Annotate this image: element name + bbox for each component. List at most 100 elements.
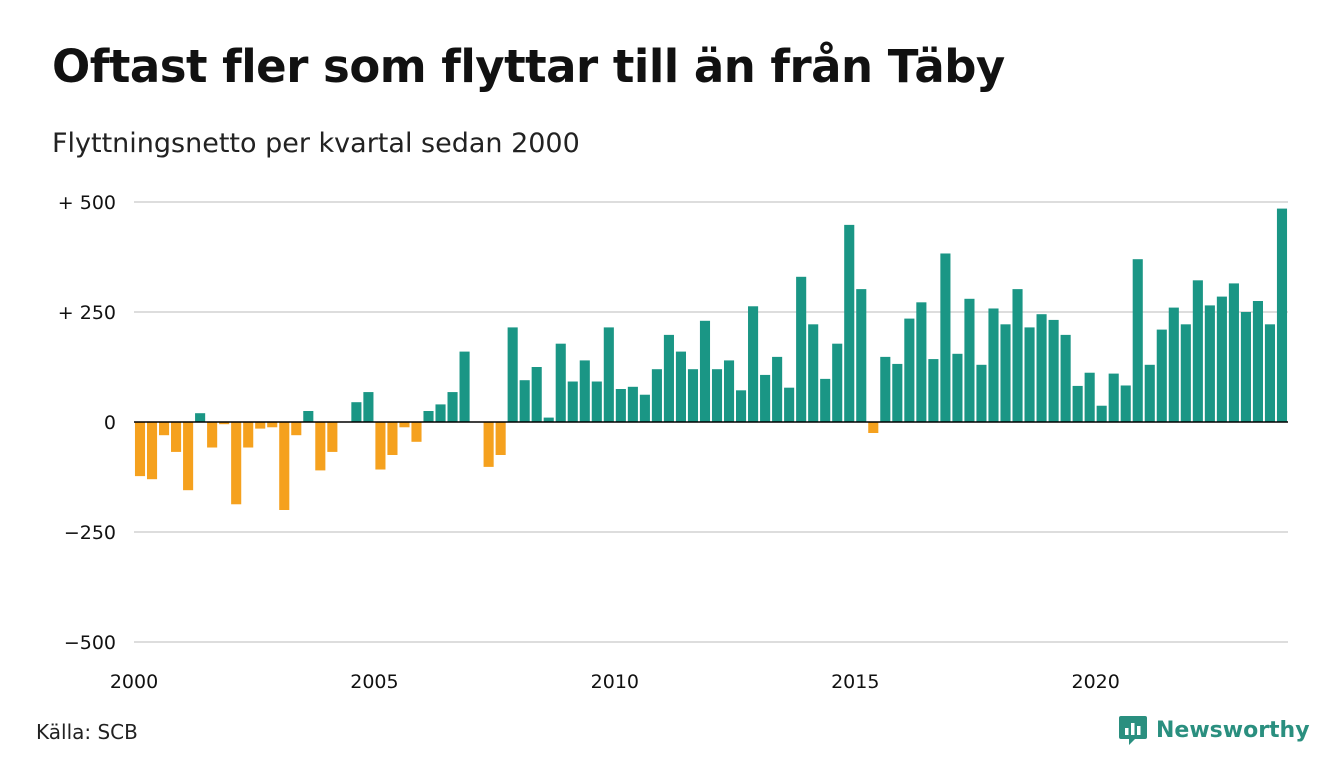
bar bbox=[591, 381, 602, 422]
bar bbox=[1204, 305, 1215, 422]
bar bbox=[615, 389, 626, 422]
x-tick-label: 2020 bbox=[1071, 671, 1119, 693]
bar bbox=[519, 380, 530, 422]
bar bbox=[952, 353, 963, 422]
bar bbox=[267, 422, 278, 428]
bar bbox=[1012, 289, 1023, 422]
x-tick-label: 2000 bbox=[110, 671, 158, 693]
bar bbox=[687, 369, 699, 422]
bar bbox=[1240, 312, 1251, 422]
bar bbox=[856, 289, 867, 422]
y-tick-label: + 250 bbox=[58, 302, 116, 324]
bar bbox=[784, 387, 795, 422]
bar bbox=[627, 386, 638, 422]
bar bbox=[1180, 324, 1191, 422]
bar bbox=[351, 402, 362, 422]
bar bbox=[868, 422, 879, 433]
bar bbox=[195, 413, 206, 422]
bar bbox=[435, 404, 446, 422]
tick-labels: + 500 + 250 0 −250 −500 2000 2005 2010 2015 2020 bbox=[58, 192, 1120, 693]
bar bbox=[243, 422, 254, 448]
bar bbox=[736, 390, 747, 422]
bar bbox=[327, 422, 338, 452]
bar bbox=[1000, 324, 1011, 422]
bar bbox=[543, 417, 554, 422]
bar bbox=[1144, 364, 1155, 422]
bar bbox=[663, 334, 674, 422]
bar bbox=[507, 327, 518, 422]
bar bbox=[844, 224, 855, 422]
bar bbox=[916, 302, 927, 422]
brand-logo: Newsworthy bbox=[1118, 714, 1310, 746]
bar bbox=[711, 369, 723, 422]
bar bbox=[904, 318, 915, 422]
bar bbox=[291, 422, 302, 436]
bar bbox=[820, 378, 831, 422]
bar bbox=[1276, 208, 1288, 422]
bar bbox=[411, 422, 422, 442]
bar bbox=[603, 327, 614, 422]
bar bbox=[579, 360, 590, 422]
bar bbox=[495, 422, 506, 455]
bar bbox=[387, 422, 398, 455]
bar bbox=[748, 306, 759, 422]
bar bbox=[723, 360, 735, 422]
bar bbox=[976, 364, 987, 422]
bar bbox=[134, 422, 146, 477]
chart-title: Oftast fler som flyttar till än från Täb… bbox=[52, 40, 1005, 93]
x-tick-label: 2005 bbox=[350, 671, 398, 693]
bar bbox=[183, 422, 194, 491]
bar bbox=[639, 394, 650, 422]
bar bbox=[892, 363, 903, 422]
bar bbox=[399, 422, 410, 428]
chart-subtitle: Flyttningsnetto per kvartal sedan 2000 bbox=[52, 128, 580, 159]
bar bbox=[1264, 324, 1276, 422]
bar bbox=[964, 298, 975, 422]
bars bbox=[134, 208, 1288, 510]
bar bbox=[171, 422, 182, 452]
bar bbox=[1096, 405, 1107, 422]
bar bbox=[1192, 280, 1203, 422]
bar bbox=[988, 308, 999, 422]
y-tick-label: 0 bbox=[104, 412, 116, 434]
bar bbox=[447, 392, 458, 422]
bar bbox=[928, 359, 939, 422]
bar bbox=[772, 356, 783, 422]
bar bbox=[880, 356, 891, 422]
y-tick-label: −500 bbox=[64, 632, 116, 654]
bar bbox=[423, 411, 434, 422]
bar bbox=[1228, 283, 1239, 422]
bar bbox=[159, 422, 170, 436]
bar bbox=[555, 343, 566, 422]
bar bbox=[207, 422, 218, 448]
bar bbox=[1048, 319, 1059, 422]
bar bbox=[808, 324, 819, 422]
newsworthy-icon bbox=[1119, 716, 1147, 745]
x-tick-label: 2015 bbox=[831, 671, 879, 693]
bar bbox=[255, 422, 266, 429]
bar bbox=[146, 422, 158, 480]
bar bbox=[459, 351, 470, 422]
bar bbox=[1084, 372, 1095, 422]
bar bbox=[796, 276, 807, 422]
bar bbox=[1252, 301, 1263, 422]
bar bbox=[699, 320, 711, 422]
bar bbox=[315, 422, 326, 471]
bar bbox=[940, 253, 951, 422]
bar bbox=[531, 367, 542, 422]
bar bbox=[760, 374, 771, 422]
bar bbox=[279, 422, 290, 510]
bar bbox=[231, 422, 242, 505]
bar bbox=[1108, 373, 1119, 422]
bar bbox=[1156, 329, 1167, 422]
bar bbox=[1024, 327, 1035, 422]
bar bbox=[832, 343, 843, 422]
bar bbox=[483, 422, 494, 467]
bar bbox=[219, 422, 230, 425]
bar bbox=[1216, 296, 1227, 422]
bar bbox=[1072, 385, 1083, 422]
bar bbox=[651, 369, 662, 422]
y-tick-label: + 500 bbox=[58, 192, 116, 214]
brand-name: Newsworthy bbox=[1156, 717, 1310, 743]
